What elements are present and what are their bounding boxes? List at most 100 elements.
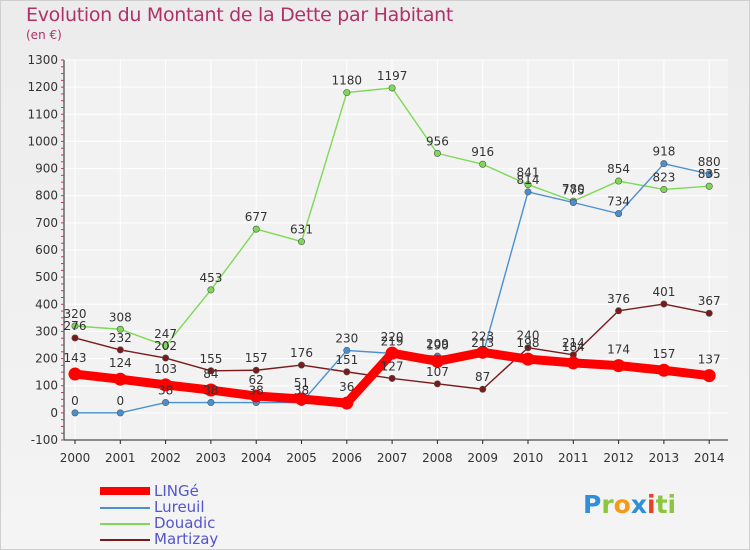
data-label: 677 [245,210,268,224]
data-point [162,399,170,407]
data-label: 230 [335,331,358,345]
y-tick-label: 0 [50,406,58,420]
logo-letter: r [601,490,614,519]
data-point [702,369,716,383]
data-label: 841 [517,166,540,180]
x-tick-label: 2010 [513,451,544,465]
data-label: 137 [698,353,721,367]
data-label: 0 [116,394,124,408]
data-label: 209 [426,337,449,351]
data-point [615,177,623,185]
proxiti-logo: Proxiti [583,490,676,519]
x-tick-label: 2011 [558,451,589,465]
legend-item-martizay: Martizay [100,530,300,548]
chart-title: Evolution du Montant de la Dette par Hab… [26,4,454,26]
data-point [68,367,82,381]
data-label: 213 [471,336,494,350]
logo-letter: o [613,490,631,519]
data-point [660,300,668,308]
data-label: 38 [203,384,218,398]
data-label: 916 [471,145,494,159]
data-point [476,345,490,359]
data-label: 223 [471,329,494,343]
data-point [657,363,671,377]
data-point [343,89,351,97]
x-tick-label: 2001 [105,451,136,465]
data-label: 84 [203,367,218,381]
data-label: 190 [426,338,449,352]
data-point [612,359,626,373]
data-label: 36 [339,380,354,394]
y-tick-label: 700 [35,216,58,230]
data-point [479,160,487,168]
data-point [388,84,396,92]
y-tick-label: 600 [35,243,58,257]
data-label: 814 [517,173,540,187]
data-point [524,181,532,189]
data-label: 38 [158,384,173,398]
data-point [71,334,79,342]
data-label: 202 [154,339,177,353]
data-point [388,374,396,382]
data-label: 0 [71,394,79,408]
logo-letter: i [647,490,656,519]
logo-letter: x [630,490,647,519]
data-point [207,286,215,294]
logo-letter: t [655,490,668,519]
data-point [705,182,713,190]
data-label: 174 [607,343,630,357]
y-tick-label: 400 [35,297,58,311]
data-label: 127 [381,359,404,373]
data-point [159,378,173,392]
data-label: 219 [381,334,404,348]
data-label: 220 [381,330,404,344]
data-label: 151 [335,353,358,367]
data-label: 631 [290,223,313,237]
data-point [660,160,668,168]
data-label: 775 [562,184,585,198]
data-label: 1197 [377,69,408,83]
x-tick-label: 2003 [196,451,227,465]
y-tick-label: 500 [35,270,58,284]
data-label: 320 [64,307,87,321]
data-point [343,368,351,376]
x-tick-label: 2009 [467,451,498,465]
chart-subtitle: (en €) [26,28,62,42]
x-tick-label: 2013 [649,451,680,465]
data-point [252,225,260,233]
legend-swatch [100,507,150,509]
legend-label: Douadic [154,514,216,532]
y-tick-label: 1200 [27,80,58,94]
x-tick-label: 2012 [603,451,634,465]
data-label: 276 [64,319,87,333]
data-label: 155 [199,352,222,366]
data-label: 835 [698,167,721,181]
data-label: 38 [294,384,309,398]
data-point [479,385,487,393]
data-point [113,372,127,386]
legend-swatch [100,539,150,541]
x-tick-label: 2006 [332,451,363,465]
data-label: 176 [290,346,313,360]
data-point [204,383,218,397]
data-point [524,344,532,352]
data-point [433,149,441,157]
legend-swatch [100,487,150,495]
data-label: 823 [652,170,675,184]
data-point [615,210,623,218]
y-tick-label: 200 [35,352,58,366]
legend-label: LINGé [154,482,199,500]
data-point [433,380,441,388]
data-label: 157 [652,347,675,361]
y-tick-label: 1100 [27,107,58,121]
data-point [705,309,713,317]
data-label: 376 [607,292,630,306]
data-point [295,392,308,406]
data-point [116,346,124,354]
data-label: 51 [294,376,309,390]
data-point [521,352,535,366]
data-point [162,354,170,362]
y-tick-label: 800 [35,189,58,203]
y-tick-label: 1000 [27,134,58,148]
